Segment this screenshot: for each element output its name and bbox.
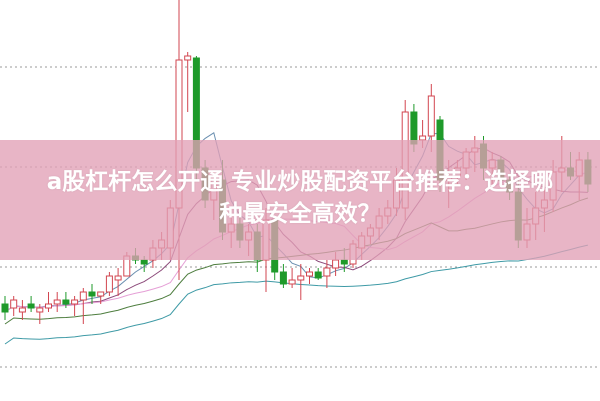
candle-down xyxy=(279,271,287,285)
candle-up xyxy=(105,275,113,293)
candle-up xyxy=(79,291,87,301)
candle-up xyxy=(53,299,61,305)
candle-up xyxy=(427,95,435,137)
article-title: a股杠杆怎么开通 专业炒股配资平台推荐：选择哪 种最安全高效？ xyxy=(0,166,600,230)
candle-up xyxy=(45,303,52,309)
candle-up xyxy=(10,299,18,309)
candle-up xyxy=(297,275,305,281)
candle-down xyxy=(140,259,148,265)
candle-up xyxy=(184,55,192,61)
candle-down xyxy=(1,303,9,313)
title-banner xyxy=(0,140,600,260)
candle-up xyxy=(306,271,313,277)
ma60-line xyxy=(4,244,589,345)
candle-up xyxy=(71,299,79,305)
candle-down xyxy=(340,259,348,265)
candle-up xyxy=(332,259,340,269)
candle-up xyxy=(323,267,331,277)
title-line-2: 种最安全高效？ xyxy=(219,201,381,227)
candle-up xyxy=(114,275,122,281)
candle-up xyxy=(36,307,44,313)
candle-up xyxy=(288,279,296,285)
candle-down xyxy=(314,271,322,279)
title-line-1: a股杠杆怎么开通 专业炒股配资平台推荐：选择哪 xyxy=(46,169,554,195)
candle-down xyxy=(62,299,70,305)
candle-up xyxy=(18,307,26,313)
candle-down xyxy=(88,291,96,297)
candle-down xyxy=(27,303,35,309)
candle-up xyxy=(97,291,105,297)
